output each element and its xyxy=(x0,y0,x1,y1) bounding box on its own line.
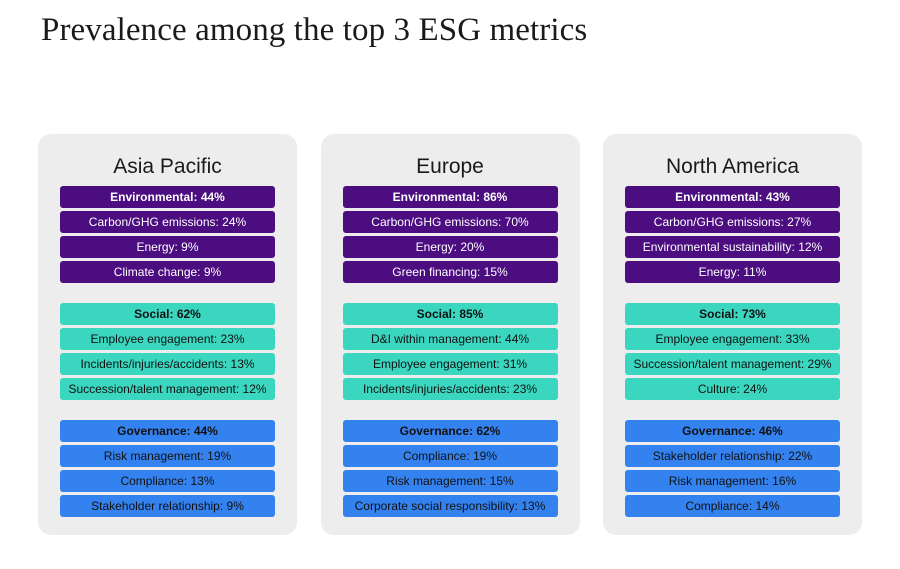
region-panel: North America Environmental: 43% Carbon/GH… xyxy=(603,134,862,535)
metric-bar[interactable]: Stakeholder relationship: 9% xyxy=(60,495,275,517)
metric-bar[interactable]: Compliance: 13% xyxy=(60,470,275,492)
page-title: Prevalence among the top 3 ESG metrics xyxy=(41,12,588,48)
metric-bar[interactable]: Risk management: 16% xyxy=(625,470,840,492)
region-panel-group: Asia Pacific Environmental: 44% Carbon/GHG… xyxy=(38,134,862,535)
metric-bar[interactable]: Risk management: 15% xyxy=(342,470,558,492)
metric-group-governance: Governance: 44% Risk management: 19% Compl… xyxy=(38,420,297,517)
metric-bar[interactable]: Incidents/injuries/accidents: 23% xyxy=(342,378,558,400)
region-panel-title: North America xyxy=(665,155,800,178)
metric-bar-header[interactable]: Environmental: 86% xyxy=(342,186,558,208)
metric-bar-header[interactable]: Environmental: 44% xyxy=(60,186,275,208)
region-panel: Europe Environmental: 86% Carbon/GHG emiss… xyxy=(320,134,580,535)
metric-group-governance: Governance: 46% Stakeholder relationship:… xyxy=(603,420,862,517)
metric-bar-header[interactable]: Social: 85% xyxy=(342,303,558,325)
metric-bar-header[interactable]: Governance: 62% xyxy=(342,420,558,442)
metric-group-social: Social: 85% D&I within management: 44% Emp… xyxy=(321,303,580,400)
metric-bar[interactable]: Compliance: 14% xyxy=(625,495,840,517)
metric-bar[interactable]: Culture: 24% xyxy=(625,378,840,400)
metric-bar[interactable]: Energy: 9% xyxy=(60,236,275,258)
metric-bar[interactable]: Energy: 11% xyxy=(625,261,840,283)
metric-group-environmental: Environmental: 86% Carbon/GHG emissions: … xyxy=(321,186,580,283)
region-panel: Asia Pacific Environmental: 44% Carbon/GHG… xyxy=(38,134,297,535)
metric-bar[interactable]: D&I within management: 44% xyxy=(342,328,558,350)
metric-bar[interactable]: Stakeholder relationship: 22% xyxy=(625,445,840,467)
region-panel-title: Europe xyxy=(416,155,484,178)
metric-group-environmental: Environmental: 43% Carbon/GHG emissions: … xyxy=(603,186,862,283)
metric-bar[interactable]: Incidents/injuries/accidents: 13% xyxy=(60,353,275,375)
metric-bar[interactable]: Climate change: 9% xyxy=(60,261,275,283)
metric-bar-header[interactable]: Governance: 46% xyxy=(625,420,840,442)
metric-bar[interactable]: Succession/talent management: 12% xyxy=(60,378,275,400)
metric-bar[interactable]: Succession/talent management: 29% xyxy=(625,353,840,375)
metric-group-governance: Governance: 62% Compliance: 19% Risk manag… xyxy=(321,420,580,517)
metric-bar[interactable]: Corporate social responsibility: 13% xyxy=(342,495,558,517)
metric-bar[interactable]: Carbon/GHG emissions: 27% xyxy=(625,211,840,233)
metric-bar[interactable]: Energy: 20% xyxy=(342,236,558,258)
metric-group-social: Social: 62% Employee engagement: 23% Incid… xyxy=(38,303,297,400)
metric-group-social: Social: 73% Employee engagement: 33% Succe… xyxy=(603,303,862,400)
metric-group-environmental: Environmental: 44% Carbon/GHG emissions: … xyxy=(38,186,297,283)
metric-bar[interactable]: Employee engagement: 33% xyxy=(625,328,840,350)
metric-bar[interactable]: Employee engagement: 31% xyxy=(342,353,558,375)
region-panel-title: Asia Pacific xyxy=(113,155,222,178)
metric-bar[interactable]: Risk management: 19% xyxy=(60,445,275,467)
metric-bar[interactable]: Carbon/GHG emissions: 70% xyxy=(342,211,558,233)
metric-bar-header[interactable]: Governance: 44% xyxy=(60,420,275,442)
metric-bar[interactable]: Environmental sustainability: 12% xyxy=(625,236,840,258)
metric-bar-header[interactable]: Social: 62% xyxy=(60,303,275,325)
metric-bar[interactable]: Carbon/GHG emissions: 24% xyxy=(60,211,275,233)
metric-bar-header[interactable]: Environmental: 43% xyxy=(625,186,840,208)
metric-bar[interactable]: Compliance: 19% xyxy=(342,445,558,467)
metric-bar[interactable]: Green financing: 15% xyxy=(342,261,558,283)
metric-bar-header[interactable]: Social: 73% xyxy=(625,303,840,325)
metric-bar[interactable]: Employee engagement: 23% xyxy=(60,328,275,350)
